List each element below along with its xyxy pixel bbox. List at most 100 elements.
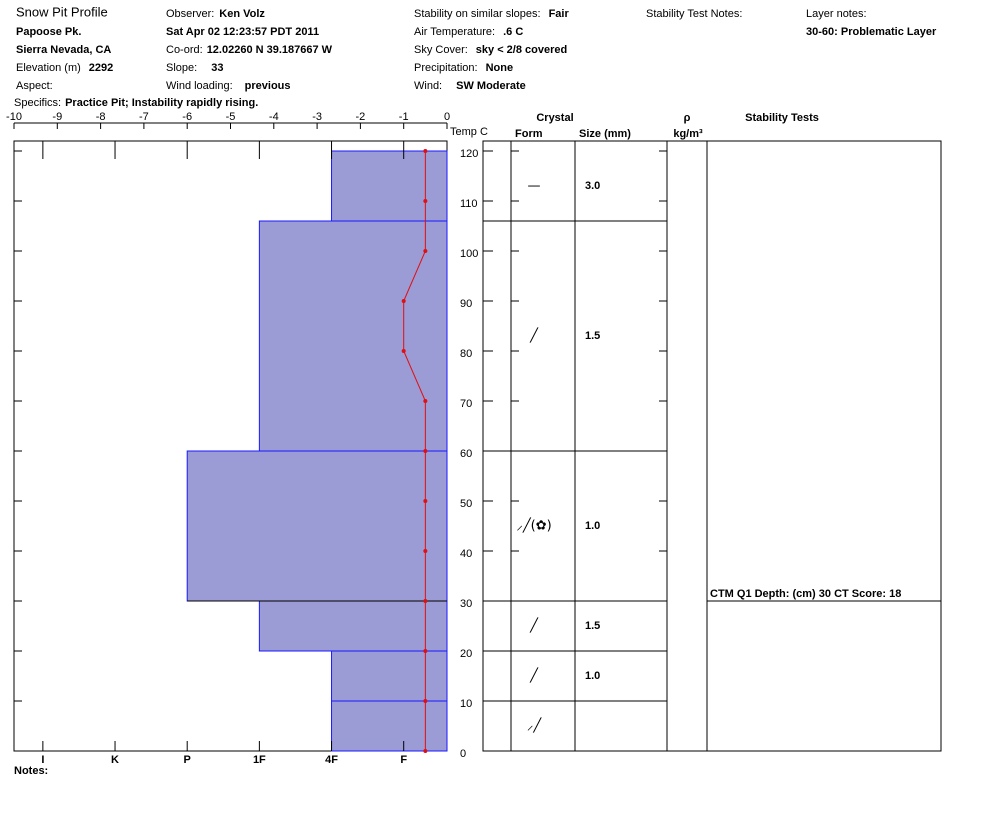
temp-point (423, 499, 428, 503)
hardness-label: 4F (325, 754, 338, 766)
depth-tick-label: 10 (460, 698, 472, 710)
value: Practice Pit; Instability rapidly rising… (65, 97, 258, 109)
elevation: Elevation (m) 2292 (16, 62, 113, 74)
temp-point (423, 149, 428, 153)
label: Sky Cover: (414, 44, 468, 56)
label: Slope: (166, 62, 197, 74)
temp-point (423, 699, 428, 703)
stability: Stability on similar slopes: Fair (414, 8, 569, 20)
value: Ken Volz (219, 8, 265, 20)
temp-point (401, 349, 406, 353)
crystal-size: 1.5 (585, 330, 600, 342)
value: previous (245, 80, 291, 92)
temp-point (423, 549, 428, 553)
depth-tick-label: 30 (460, 598, 472, 610)
size-label: Size (mm) (579, 128, 631, 140)
hardness-layer (331, 650, 448, 702)
label: Stability on similar slopes: (414, 8, 541, 20)
depth-tick-label: 110 (460, 198, 478, 210)
header: Snow Pit Profile Papoose Pk. Sierra Neva… (14, 4, 937, 776)
label: Wind: (414, 80, 442, 92)
coord: Co-ord: 12.02260 N 39.187667 W (166, 44, 333, 56)
value: Fair (549, 8, 570, 20)
depth-tick-label: 40 (460, 548, 472, 560)
temp-tick-label: -6 (182, 111, 192, 123)
crystal-size: 1.0 (585, 520, 600, 532)
density-label: ρ (684, 112, 691, 124)
temp-tick-label: -1 (399, 111, 409, 123)
temp-tick-label: -4 (269, 111, 279, 123)
crystal-size: 1.0 (585, 670, 600, 682)
layer-notes-label: Layer notes: (806, 8, 867, 20)
layer-notes: 30-60: Problematic Layer (806, 26, 937, 38)
temp-point (423, 749, 428, 753)
table-frame (482, 140, 942, 752)
temp-point (423, 399, 428, 403)
wind-loading: Wind loading: previous (166, 80, 291, 92)
crystal-form: ⸝╱ (527, 717, 543, 734)
temp-point (423, 649, 428, 653)
temp-point (423, 449, 428, 453)
value: .6 C (503, 26, 523, 38)
title: Snow Pit Profile (16, 4, 108, 19)
value: 12.02260 N 39.187667 W (207, 44, 333, 56)
test-notes: Stability Test Notes: (646, 8, 742, 20)
value: SW Moderate (456, 80, 526, 92)
temp-label: Temp C (450, 126, 488, 138)
stability-test: CTM Q1 Depth: (cm) 30 CT Score: 18 (710, 588, 901, 600)
hardness-label: P (184, 754, 191, 766)
hardness-label: 1F (253, 754, 266, 766)
depth-tick-label: 60 (460, 448, 472, 460)
temp-tick-label: -10 (6, 111, 22, 123)
temp-tick-label: -2 (356, 111, 366, 123)
value: sky < 2/8 covered (476, 44, 567, 56)
region: Sierra Nevada, CA (16, 44, 111, 56)
label: Co-ord: (166, 44, 203, 56)
slope: Slope: 33 (166, 62, 223, 74)
depth-tick-label: 100 (460, 248, 478, 260)
depth-tick-label: 80 (460, 348, 472, 360)
hardness-label: K (111, 754, 119, 766)
temp-tick-label: -7 (139, 111, 149, 123)
depth-tick-label: 90 (460, 298, 472, 310)
temp-point (423, 599, 428, 603)
depth-tick-label: 50 (460, 498, 472, 510)
hardness-layer (258, 600, 448, 652)
label: Observer: (166, 8, 214, 20)
precip: Precipitation: None (414, 62, 513, 74)
crystal-form: — (528, 179, 541, 194)
label: Precipitation: (414, 62, 478, 74)
tests-label: Stability Tests (745, 112, 819, 124)
depth-tick-label: 120 (460, 148, 478, 160)
wind: Wind: SW Moderate (414, 80, 526, 92)
temp-point (423, 199, 428, 203)
hardness-label: I (41, 754, 44, 766)
temp-tick-label: -3 (312, 111, 322, 123)
crystal-form: ╱ (529, 667, 539, 684)
crystal-size: 1.5 (585, 620, 600, 632)
label: Elevation (m) (16, 62, 81, 74)
temp-point (401, 299, 406, 303)
label: Specifics: (14, 97, 61, 109)
temp-tick-label: 0 (444, 111, 450, 123)
density-unit: kg/m³ (673, 128, 703, 140)
temp-tick-label: -8 (96, 111, 106, 123)
temp-point (423, 249, 428, 253)
temp-tick-label: -5 (226, 111, 236, 123)
hardness-layer (331, 150, 448, 222)
depth-tick-label: 70 (460, 398, 472, 410)
observer: Observer: Ken Volz (166, 8, 265, 20)
hardness-layer (331, 700, 448, 752)
hardness-label: F (400, 754, 407, 766)
location: Papoose Pk. (16, 26, 81, 38)
depth-tick-label: 0 (460, 748, 466, 760)
hardness-layer (258, 220, 448, 452)
label: Wind loading: (166, 80, 233, 92)
form-label: Form (515, 128, 543, 140)
aspect: Aspect: (16, 80, 53, 92)
specifics: Specifics: Practice Pit; Instability rapi… (14, 97, 258, 109)
crystal-label: Crystal (536, 112, 573, 124)
crystal-form: ╱ (529, 617, 539, 634)
sky: Sky Cover: sky < 2/8 covered (414, 44, 567, 56)
